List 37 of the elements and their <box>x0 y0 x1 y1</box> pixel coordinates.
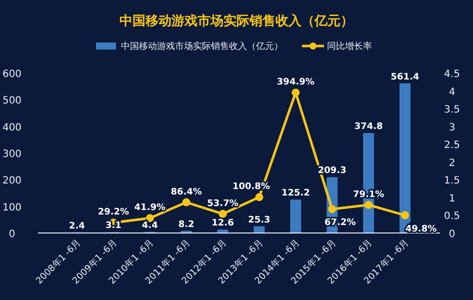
data-label: 374.8 <box>354 122 383 132</box>
y2-tick-label: 2 <box>448 158 456 169</box>
y-tick-label: 400 <box>2 122 22 134</box>
data-label: 86.4% <box>170 187 202 198</box>
data-label: 125.2 <box>281 188 310 199</box>
data-label: 29.2% <box>98 208 130 218</box>
y2-tick-label: 0 <box>448 229 456 240</box>
y-tick-label: 0 <box>8 229 16 240</box>
y-tick-label: 100 <box>2 202 22 214</box>
chart-title: 中国移动游戏市场实际销售收入（亿元） <box>120 13 354 29</box>
data-label: 561.4 <box>390 72 420 82</box>
data-label: 67.2% <box>324 218 356 228</box>
y2-tick-label: 0.5 <box>444 211 460 222</box>
y-tick-label: 300 <box>2 149 22 160</box>
y2-tick-label: 3 <box>448 122 456 134</box>
legend-label: 中国移动游戏市场实际销售收入（亿元） <box>121 41 283 52</box>
data-label: 394.9% <box>276 78 314 88</box>
data-label: 49.8% <box>405 224 437 234</box>
data-label: 3.1 <box>105 221 122 232</box>
y2-tick-label: 1 <box>448 193 456 204</box>
legend-label: 同比增长率 <box>327 41 372 52</box>
data-label: 2.4 <box>69 221 85 232</box>
y2-tick-label: 4.5 <box>444 69 460 80</box>
data-label: 53.7% <box>207 198 238 209</box>
y2-tick-label: 3.5 <box>444 104 460 116</box>
y2-tick-label: 1.5 <box>444 176 460 187</box>
y-tick-label: 600 <box>2 69 22 80</box>
y2-tick-label: 4 <box>448 86 456 98</box>
data-label: 12.6 <box>212 218 234 229</box>
data-label: 25.3 <box>248 215 270 226</box>
data-label: 4.4 <box>142 220 158 231</box>
data-label: 8.2 <box>178 220 194 230</box>
data-label: 79.1% <box>352 190 384 200</box>
y2-tick-label: 2.5 <box>444 140 460 152</box>
y-tick-label: 500 <box>2 96 22 107</box>
y-tick-label: 200 <box>2 176 22 187</box>
data-label: 41.9% <box>134 203 166 214</box>
